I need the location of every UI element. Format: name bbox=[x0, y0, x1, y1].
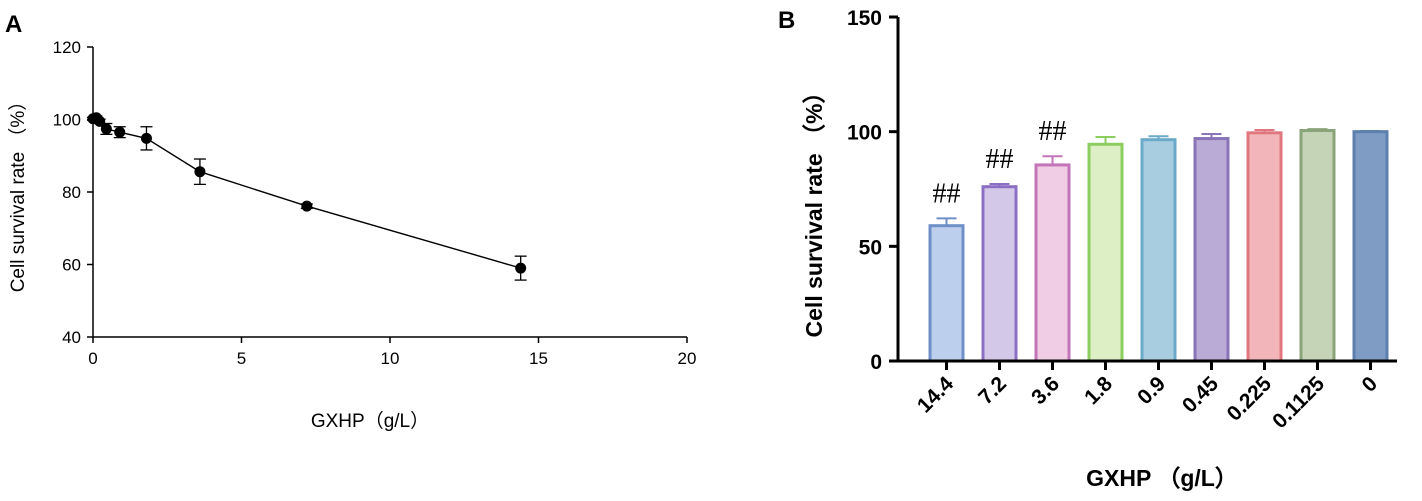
bar-0 bbox=[1352, 130, 1389, 363]
bar-1.8 bbox=[1087, 142, 1124, 363]
data-point bbox=[114, 126, 126, 138]
bar-0.1125 bbox=[1299, 129, 1336, 363]
data-point bbox=[100, 123, 112, 135]
bar-3.6 bbox=[1034, 163, 1071, 363]
bar-0.9 bbox=[1140, 138, 1177, 363]
significance-mark: ## bbox=[1039, 116, 1067, 147]
x-tick-label: 15 bbox=[529, 349, 548, 368]
x-axis-title: GXHP （g/L） bbox=[1086, 465, 1238, 491]
x-tick-label: 0.1125 bbox=[1268, 372, 1329, 433]
bar-0.225 bbox=[1246, 131, 1283, 363]
y-tick-label: 100 bbox=[53, 111, 81, 130]
data-point bbox=[140, 132, 152, 144]
y-tick-label: 50 bbox=[859, 236, 882, 259]
significance-mark: ## bbox=[986, 144, 1014, 175]
y-axis-title: Cell survival rate （%） bbox=[7, 92, 29, 293]
y-axis-title: Cell survival rate （%） bbox=[801, 81, 827, 338]
x-tick-label: 14.4 bbox=[913, 372, 958, 417]
data-point bbox=[301, 200, 313, 212]
x-tick-label: 1.8 bbox=[1080, 372, 1117, 409]
data-point bbox=[515, 262, 527, 274]
bar-0.45 bbox=[1193, 137, 1230, 363]
significance-mark: ## bbox=[933, 178, 961, 209]
x-tick-label: 0 bbox=[1358, 372, 1383, 397]
x-axis-title: GXHP（g/L） bbox=[311, 410, 429, 432]
panel-label-a: A bbox=[5, 11, 22, 38]
bar-14.4 bbox=[928, 224, 965, 363]
data-point bbox=[194, 166, 206, 178]
x-tick-label: 5 bbox=[237, 349, 246, 368]
x-tick-label: 10 bbox=[381, 349, 400, 368]
x-tick-label: 0.45 bbox=[1178, 372, 1223, 417]
x-tick-label: 20 bbox=[678, 349, 697, 368]
y-tick-label: 120 bbox=[53, 38, 81, 57]
y-tick-label: 40 bbox=[62, 328, 81, 347]
y-tick-label: 150 bbox=[847, 7, 882, 30]
x-tick-label: 0.9 bbox=[1133, 372, 1170, 409]
y-tick-label: 80 bbox=[62, 183, 81, 202]
x-tick-label: 3.6 bbox=[1027, 372, 1064, 409]
y-tick-label: 60 bbox=[62, 256, 81, 275]
chart-a: 40 60 80 100 120 0 5 10 15 20 GXHP（g/L） Cell surviv… bbox=[7, 38, 696, 432]
bar-7.2 bbox=[981, 185, 1018, 363]
y-tick-label: 0 bbox=[870, 351, 882, 374]
panel-label-b: B bbox=[778, 7, 795, 34]
series-line bbox=[92, 116, 521, 269]
x-tick-label: 0 bbox=[88, 349, 97, 368]
y-tick-label: 100 bbox=[847, 122, 882, 145]
x-tick-label: 7.2 bbox=[974, 372, 1011, 409]
